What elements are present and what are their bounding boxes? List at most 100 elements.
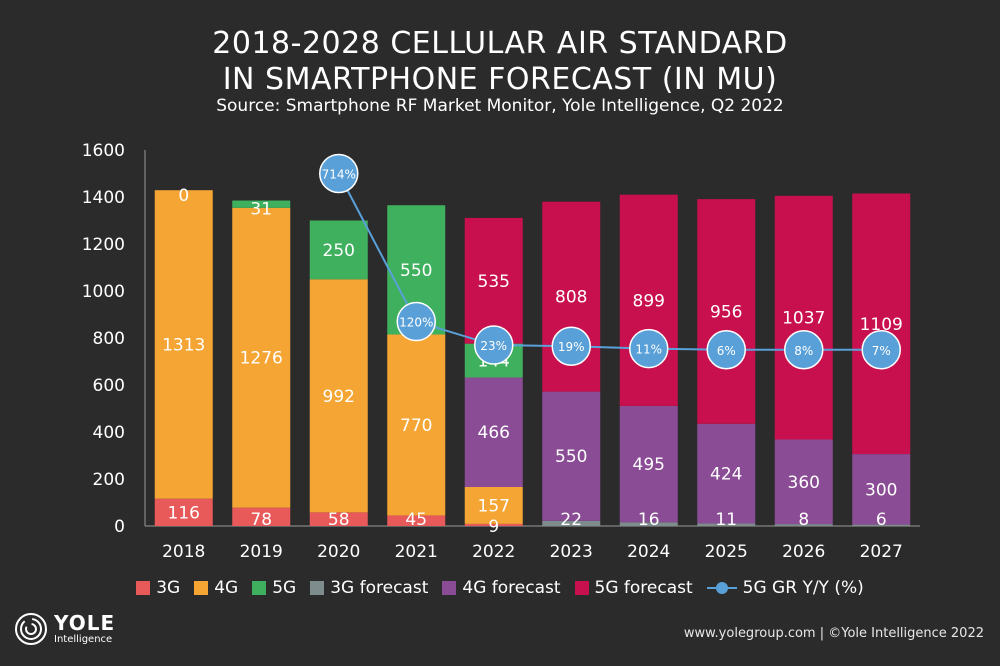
bar-segment-4g-forecast [852, 454, 911, 525]
legend-label: 5G forecast [594, 578, 693, 598]
bar-segment-3g-forecast [852, 524, 911, 526]
bar-segment-4g [464, 486, 523, 524]
growth-rate-marker [319, 153, 359, 194]
bar-value-label: 0 [178, 186, 189, 206]
growth-rate-marker [629, 328, 669, 369]
y-tick-label: 200 [93, 470, 125, 490]
legend-label: 5G [272, 578, 297, 598]
bar-segment-3g [309, 512, 368, 526]
x-tick-label: 2024 [627, 542, 670, 562]
bar-value-label: 770 [400, 416, 432, 436]
y-tick-label: 600 [93, 376, 125, 396]
y-tick-label: 1200 [82, 235, 125, 255]
bar-value-label: 6 [876, 510, 887, 530]
bar-segment-5g-forecast [697, 199, 756, 424]
legend-item: 4G [194, 578, 238, 598]
bar-segment-3g-forecast [619, 522, 678, 526]
growth-rate-label: 23% [480, 339, 507, 353]
legend-swatch [310, 581, 325, 595]
legend: 3G 4G 5G 3G forecast 4G forecast 5G forecast 5… [0, 578, 1000, 598]
bar-segment-4g-forecast [464, 377, 523, 487]
bar-value-label: 808 [555, 288, 587, 308]
bar-value-label: 1276 [240, 349, 283, 369]
x-tick-label: 2026 [782, 542, 825, 562]
chart-title-line1: 2018-2028 CELLULAR AIR STANDARD [212, 26, 788, 61]
growth-rate-marker [861, 330, 901, 370]
bar-value-label: 495 [633, 455, 665, 475]
legend-label: 4G forecast [462, 578, 561, 598]
bar-value-label: 899 [633, 291, 665, 311]
bar-segment-5g-forecast [774, 195, 833, 440]
growth-rate-label: 120% [399, 316, 433, 330]
legend-item: 5G [252, 578, 296, 598]
bar-segment-4g [154, 190, 213, 499]
legend-label: 3G [156, 578, 181, 598]
bar-value-label: 956 [710, 302, 742, 322]
legend-item: 5G forecast [574, 578, 693, 598]
bar-segment-3g [387, 515, 446, 526]
bar-segment-3g [232, 507, 291, 526]
bar-value-label: 1109 [860, 315, 903, 335]
y-tick-label: 1000 [82, 282, 125, 302]
legend-item: 4G forecast [442, 578, 561, 598]
bar-value-label: 9 [488, 517, 499, 537]
y-tick-label: 0 [114, 517, 125, 537]
bar-value-label: 58 [328, 510, 350, 530]
bar-value-label: 1037 [782, 309, 825, 329]
growth-rate-marker [551, 326, 591, 366]
y-tick-label: 400 [93, 423, 125, 443]
growth-rate-marker [474, 325, 514, 365]
x-tick-label: 2022 [472, 542, 515, 562]
x-tick-label: 2021 [395, 542, 438, 562]
bar-value-label: 116 [168, 503, 200, 523]
bar-segment-5g-forecast [464, 217, 523, 344]
chart-title-line2: IN SMARTPHONE FORECAST (IN MU) [222, 62, 778, 97]
chart-title: 2018-2028 CELLULAR AIR STANDARD IN SMART… [0, 26, 1000, 98]
y-tick-label: 1400 [82, 188, 125, 208]
bar-value-label: 16 [638, 510, 660, 530]
legend-swatch [252, 581, 267, 595]
bar-segment-3g-forecast [697, 523, 756, 526]
growth-rate-marker [706, 330, 746, 370]
growth-rate-label: 6% [717, 344, 736, 358]
y-tick-label: 800 [93, 329, 125, 349]
x-tick-label: 2025 [705, 542, 748, 562]
bar-segment-4g-forecast [619, 405, 678, 523]
bar-value-label: 424 [710, 465, 742, 485]
legend-swatch [574, 581, 589, 595]
bar-value-label: 535 [478, 272, 510, 292]
growth-rate-label: 714% [322, 168, 356, 182]
bar-value-label: 250 [323, 241, 355, 261]
bar-segment-4g [309, 279, 368, 513]
bar-segment-5g [232, 200, 291, 208]
growth-rate-marker [784, 330, 824, 370]
logo-name: YOLE [54, 611, 116, 635]
bar-value-label: 992 [323, 387, 355, 407]
bar-value-label: 550 [555, 447, 587, 467]
growth-rate-marker [396, 301, 436, 342]
bar-segment-4g-forecast [774, 439, 833, 525]
bar-value-label: 550 [400, 261, 432, 281]
legend-label: 3G forecast [330, 578, 429, 598]
bar-segment-3g [464, 523, 523, 526]
legend-label: 4G [214, 578, 239, 598]
legend-swatch [442, 581, 457, 595]
legend-label: 5G GR Y/Y (%) [742, 578, 864, 598]
yole-logo-icon [15, 613, 47, 645]
x-tick-label: 2023 [550, 542, 593, 562]
bar-segment-5g-forecast [852, 193, 911, 455]
x-tick-label: 2020 [317, 542, 360, 562]
growth-rate-label: 11% [635, 343, 662, 357]
bar-segment-3g-forecast [774, 524, 833, 526]
bar-value-label: 300 [865, 480, 897, 500]
legend-swatch [136, 581, 151, 595]
bar-segment-3g-forecast [542, 520, 601, 526]
bar-segment-4g-forecast [542, 391, 601, 521]
growth-rate-label: 8% [794, 344, 813, 358]
y-tick-label: 1600 [82, 141, 125, 161]
bar-segment-5g [309, 220, 368, 280]
bar-value-label: 45 [405, 510, 427, 530]
growth-rate-label: 7% [872, 344, 891, 358]
x-tick-label: 2019 [240, 542, 283, 562]
